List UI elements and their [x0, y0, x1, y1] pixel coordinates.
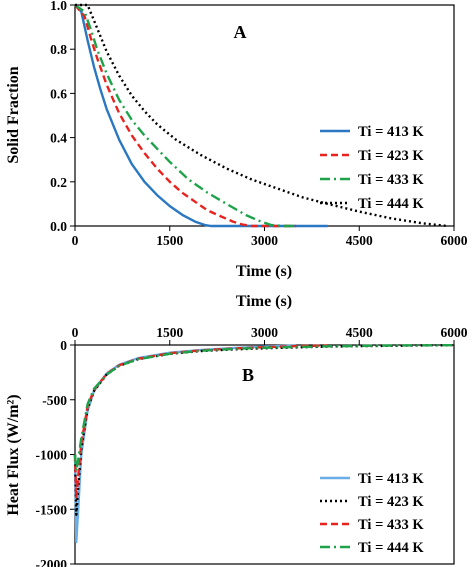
- panel-b-chart: Time (s) 0 1500 3000 4500 6000 0 -500 -1000 -15…: [5, 293, 468, 567]
- legend-label-2: Ti = 423 K: [358, 148, 424, 164]
- y-tick-label: 0.0: [50, 219, 67, 234]
- y-tick-label: -1000: [36, 448, 68, 463]
- x-tick-label: 0: [72, 233, 79, 248]
- panel-b-legend: Ti = 413 K Ti = 423 K Ti = 433 K Ti = 444 K: [320, 471, 424, 556]
- panel-a-x-ticks: 0 1500 3000 4500 6000: [72, 226, 468, 248]
- y-tick-label: 0.2: [50, 175, 67, 190]
- legend-label-1: Ti = 413 K: [358, 471, 424, 487]
- panel-b-y-axis-title: Heat Flux (W/m²): [5, 394, 22, 515]
- x-tick-label: 6000: [441, 325, 468, 340]
- y-tick-label: -500: [42, 393, 67, 408]
- panel-a-label: A: [234, 22, 247, 42]
- y-tick-label: -2000: [36, 557, 68, 567]
- panel-a-plot-area: [74, 4, 455, 227]
- x-tick-label: 3000: [251, 325, 278, 340]
- y-tick-label: 0.8: [50, 42, 67, 57]
- x-tick-label: 3000: [251, 233, 278, 248]
- x-tick-label: 4500: [346, 233, 373, 248]
- panel-a-series-lines: [74, 3, 448, 228]
- y-tick-label: 0.4: [50, 131, 67, 146]
- panel-a-y-axis-title: Solid Fraction: [5, 66, 22, 163]
- panel-b-y-ticks: 0 -500 -1000 -1500 -2000: [36, 338, 75, 567]
- series-line-4: [75, 3, 448, 228]
- panel-b-series-lines: [73, 344, 455, 544]
- legend-label-4: Ti = 444 K: [358, 540, 424, 556]
- x-tick-label: 1500: [156, 325, 183, 340]
- legend-label-3: Ti = 433 K: [358, 517, 424, 533]
- panel-b-x-ticks: 0 1500 3000 4500 6000: [72, 325, 468, 345]
- panel-b-plot-area: [74, 344, 455, 565]
- series-line-1: [74, 4, 328, 228]
- series-line-4: [73, 344, 455, 473]
- series-line-3: [74, 4, 297, 228]
- y-tick-label: -1500: [36, 502, 68, 517]
- y-tick-label: 0: [60, 338, 67, 353]
- panel-a-x-axis-title: Time (s): [236, 263, 292, 280]
- x-tick-label: 1500: [156, 233, 183, 248]
- panel-a-y-ticks: 0.0 0.2 0.4 0.6 0.8 1.0: [50, 0, 75, 234]
- panel-b-label: B: [242, 365, 254, 385]
- x-tick-label: 4500: [346, 325, 373, 340]
- legend-label-1: Ti = 413 K: [358, 124, 424, 140]
- series-line-2: [74, 4, 297, 228]
- legend-label-4: Ti = 444 K: [358, 196, 424, 212]
- x-tick-label: 6000: [441, 233, 468, 248]
- panel-a-chart: 0 1500 3000 4500 6000 0.0 0.2 0.4 0.6 0.8 1.0 A T…: [5, 0, 468, 280]
- x-tick-label: 0: [72, 325, 79, 340]
- panel-a-legend: Ti = 413 K Ti = 423 K Ti = 433 K Ti = 444 K: [320, 124, 424, 212]
- legend-label-3: Ti = 433 K: [358, 172, 424, 188]
- y-tick-label: 0.6: [50, 86, 67, 101]
- panel-b-x-axis-title: Time (s): [236, 293, 292, 310]
- legend-label-2: Ti = 423 K: [358, 494, 424, 510]
- y-tick-label: 1.0: [50, 0, 67, 13]
